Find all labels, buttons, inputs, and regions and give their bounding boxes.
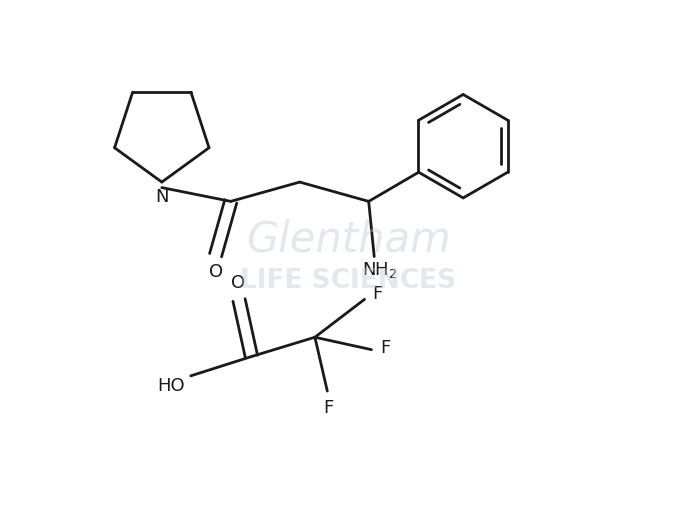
Text: O: O [230, 274, 245, 292]
Text: NH$_2$: NH$_2$ [362, 261, 397, 280]
Text: O: O [209, 264, 223, 281]
Text: HO: HO [157, 377, 185, 395]
Text: Glentham: Glentham [246, 218, 450, 261]
Text: LIFE SCIENCES: LIFE SCIENCES [240, 268, 456, 294]
Text: F: F [324, 399, 334, 417]
Text: F: F [372, 285, 382, 303]
Text: N: N [155, 188, 168, 206]
Text: F: F [380, 339, 390, 357]
